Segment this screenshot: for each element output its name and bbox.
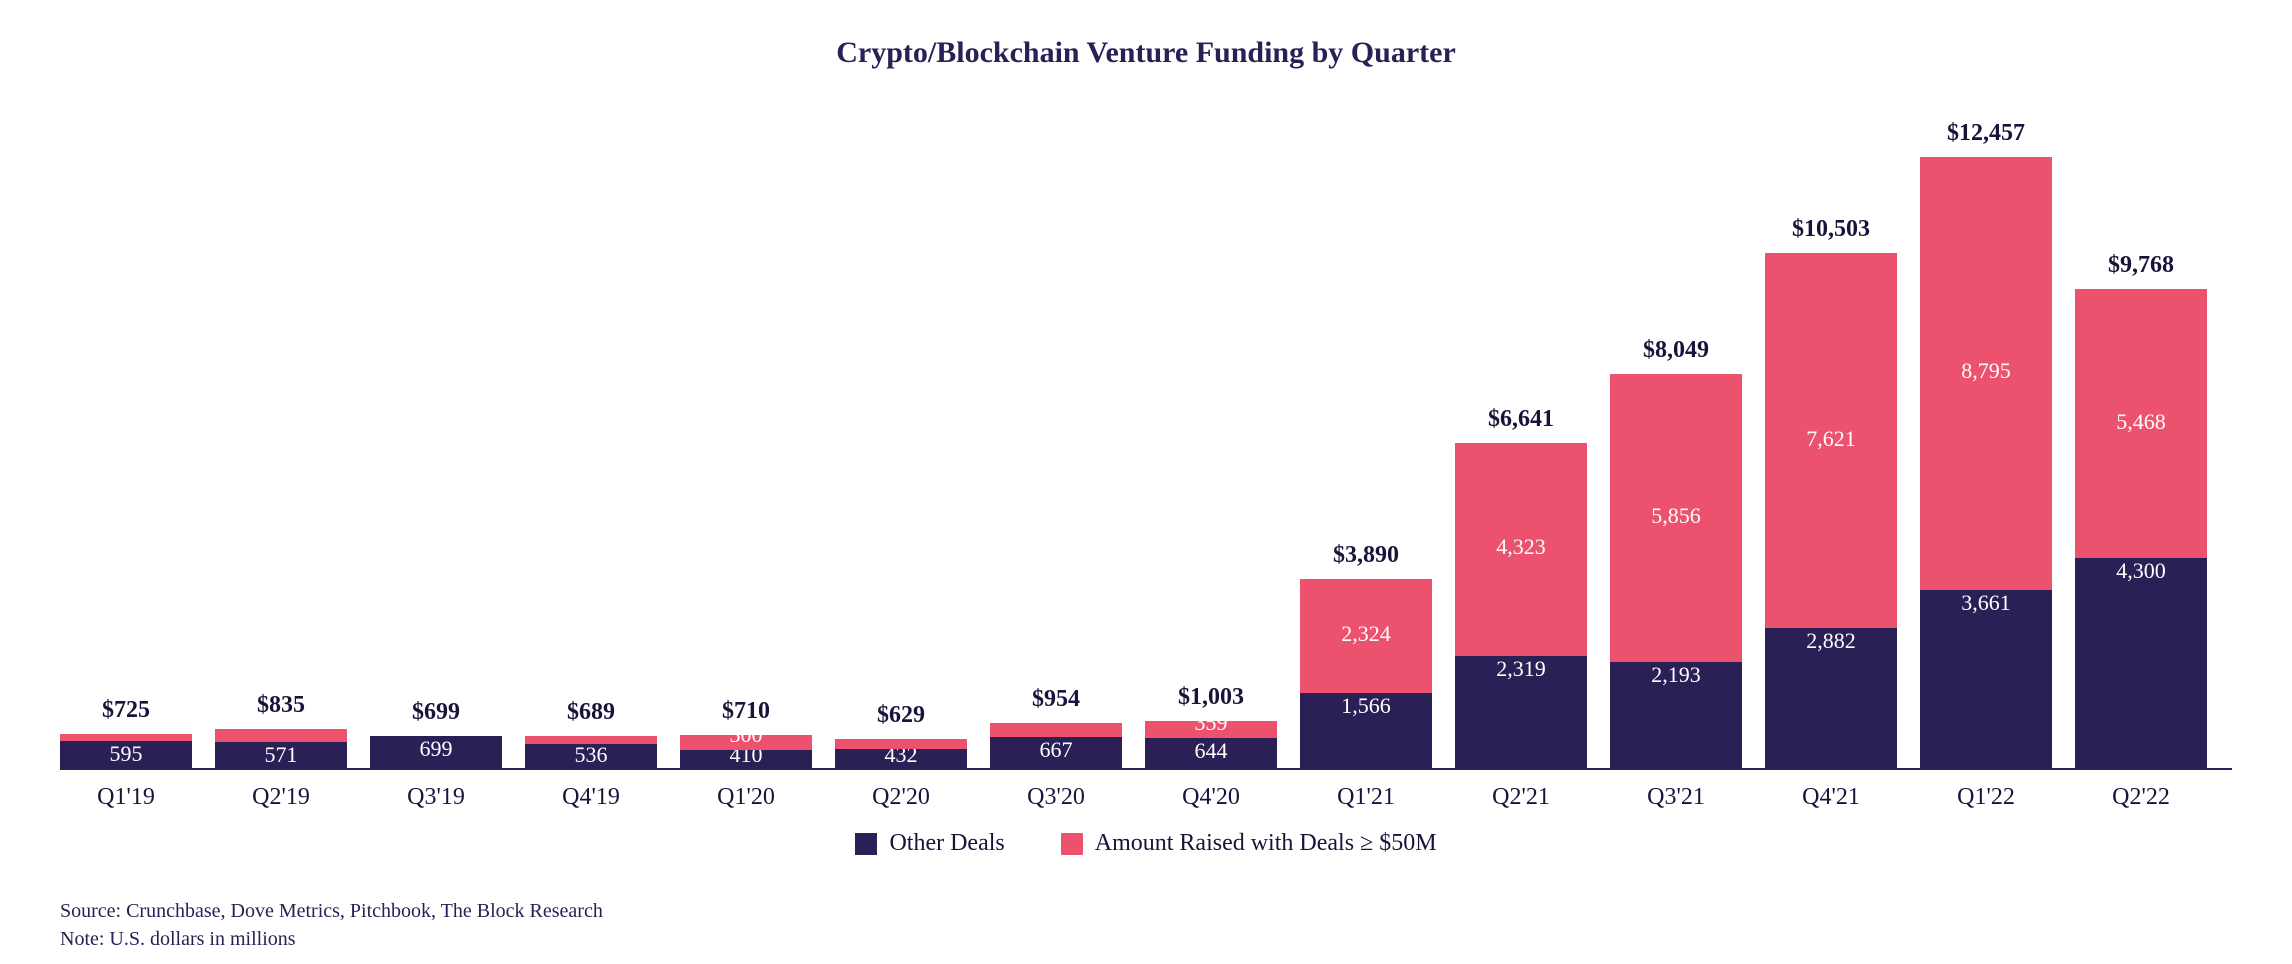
- bar-seg-large: [1920, 157, 2052, 590]
- bar-seg-other: [990, 737, 1122, 770]
- plot-area: 595$725571$835699$699536$689410300$71043…: [60, 130, 2232, 770]
- bar-seg-large: [680, 735, 812, 750]
- bar-total-label: $8,049: [1590, 337, 1762, 364]
- chart-title: Crypto/Blockchain Venture Funding by Qua…: [0, 36, 2292, 70]
- bar-total-label: $1,003: [1125, 684, 1297, 711]
- x-axis-tick-label: Q1'19: [50, 784, 202, 811]
- x-axis-tick-label: Q4'20: [1135, 784, 1287, 811]
- legend-item: Amount Raised with Deals ≥ $50M: [1061, 830, 1437, 857]
- bar-total-label: $629: [815, 702, 987, 729]
- bar-seg-other: [215, 742, 347, 770]
- bar-seg-other: [370, 736, 502, 770]
- bar-total-label: $725: [40, 697, 212, 724]
- bar-total-label: $689: [505, 699, 677, 726]
- bar-seg-large: [1300, 579, 1432, 693]
- bar-seg-large: [2075, 289, 2207, 558]
- footnote-note: Note: U.S. dollars in millions: [60, 928, 296, 951]
- bar-seg-large: [60, 734, 192, 740]
- x-axis-tick-label: Q3'20: [980, 784, 1132, 811]
- x-axis-tick-label: Q1'22: [1910, 784, 2062, 811]
- x-axis-tick-label: Q2'20: [825, 784, 977, 811]
- bar-seg-other: [680, 750, 812, 770]
- x-axis-tick-label: Q3'21: [1600, 784, 1752, 811]
- x-axis-tick-label: Q2'22: [2065, 784, 2217, 811]
- bar-seg-large: [1765, 253, 1897, 628]
- bar-seg-large: [1610, 374, 1742, 662]
- bar-total-label: $835: [195, 692, 367, 719]
- x-axis-tick-label: Q3'19: [360, 784, 512, 811]
- legend: Other Deals Amount Raised with Deals ≥ $5…: [0, 830, 2292, 862]
- bar-seg-other: [1145, 738, 1277, 770]
- bar-seg-large: [525, 736, 657, 744]
- bar-total-label: $954: [970, 686, 1142, 713]
- bar-seg-large: [1455, 443, 1587, 656]
- legend-swatch: [855, 833, 877, 855]
- bar-total-label: $6,641: [1435, 406, 1607, 433]
- x-axis-tick-label: Q2'19: [205, 784, 357, 811]
- bar-seg-large: [990, 723, 1122, 737]
- legend-label: Amount Raised with Deals ≥ $50M: [1095, 830, 1437, 857]
- bar-total-label: $10,503: [1745, 216, 1917, 243]
- bar-total-label: $710: [660, 698, 832, 725]
- legend-swatch: [1061, 833, 1083, 855]
- bar-seg-large: [215, 729, 347, 742]
- bar-seg-other: [2075, 558, 2207, 770]
- bar-total-label: $9,768: [2055, 252, 2227, 279]
- footnote-source: Source: Crunchbase, Dove Metrics, Pitchb…: [60, 900, 603, 923]
- bar-seg-other: [1920, 590, 2052, 770]
- x-axis-tick-label: Q4'19: [515, 784, 667, 811]
- bar-seg-other: [60, 741, 192, 770]
- x-axis-tick-label: Q4'21: [1755, 784, 1907, 811]
- bar-seg-other: [1765, 628, 1897, 770]
- bar-seg-other: [835, 749, 967, 770]
- bar-total-label: $699: [350, 699, 522, 726]
- bar-seg-large: [1145, 721, 1277, 739]
- x-axis-tick-label: Q1'20: [670, 784, 822, 811]
- chart-container: Crypto/Blockchain Venture Funding by Qua…: [0, 0, 2292, 964]
- bar-seg-large: [835, 739, 967, 749]
- legend-label: Other Deals: [889, 830, 1004, 857]
- bar-total-label: $12,457: [1900, 120, 2072, 147]
- x-axis-tick-label: Q2'21: [1445, 784, 1597, 811]
- x-axis-tick-label: Q1'21: [1290, 784, 1442, 811]
- bar-seg-other: [1455, 656, 1587, 770]
- bar-seg-other: [525, 744, 657, 770]
- bar-seg-other: [1610, 662, 1742, 770]
- bar-total-label: $3,890: [1280, 542, 1452, 569]
- bar-seg-other: [1300, 693, 1432, 770]
- legend-item: Other Deals: [855, 830, 1004, 857]
